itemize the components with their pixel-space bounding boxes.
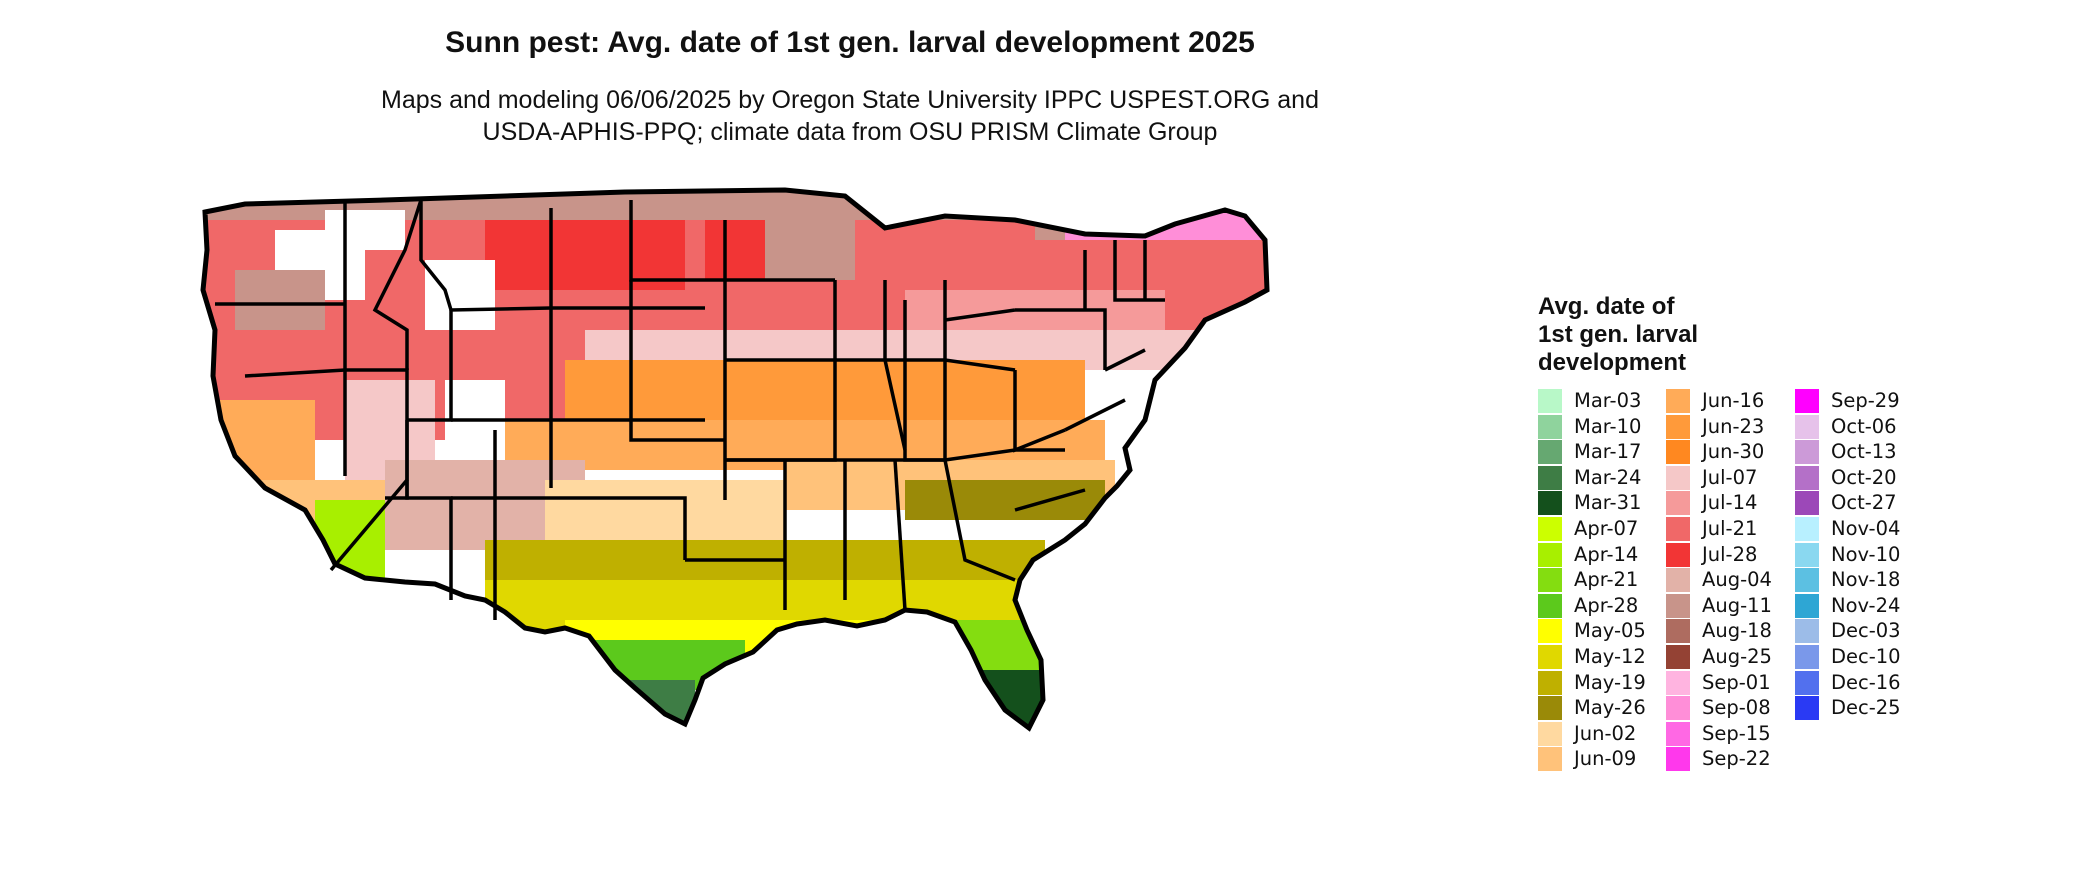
legend-label: Jun-16 — [1702, 389, 1765, 412]
legend-swatch — [1795, 696, 1819, 721]
legend-label: Oct-06 — [1831, 414, 1897, 438]
legend-title-line-1: Avg. date of — [1538, 293, 1675, 320]
phenology-color-bands — [203, 190, 1267, 728]
legend-swatch — [1795, 440, 1819, 465]
legend-label: Jul-14 — [1702, 491, 1758, 515]
legend-label: May-19 — [1574, 670, 1646, 694]
legend-swatch — [1666, 491, 1690, 516]
legend-label: Mar-03 — [1574, 389, 1642, 412]
legend-swatch — [1795, 670, 1819, 695]
legend-swatch — [1538, 747, 1562, 772]
legend-label: Jun-09 — [1574, 747, 1637, 771]
legend-label: Sep-22 — [1702, 747, 1771, 771]
legend-swatch — [1666, 568, 1690, 593]
legend-swatch — [1538, 593, 1562, 618]
legend-swatch — [1666, 389, 1690, 413]
state-boundaries — [215, 199, 1165, 620]
legend-swatch — [1538, 440, 1562, 465]
legend-title-line-3: development — [1538, 349, 1687, 376]
legend-label: Apr-28 — [1574, 593, 1639, 617]
legend-swatch — [1795, 491, 1819, 516]
legend-label: Mar-10 — [1574, 414, 1642, 438]
legend-label: Mar-31 — [1574, 491, 1642, 515]
legend-swatch — [1538, 542, 1562, 567]
legend-label: Sep-29 — [1831, 389, 1900, 412]
legend-swatch — [1538, 670, 1562, 695]
map-subtitle: Maps and modeling 06/06/2025 by Oregon S… — [0, 84, 1700, 148]
map-title: Sunn pest: Avg. date of 1st gen. larval … — [445, 26, 1255, 59]
legend-label: Oct-27 — [1831, 491, 1897, 515]
legend-label: Nov-24 — [1831, 593, 1901, 617]
legend-label: Apr-07 — [1574, 516, 1639, 540]
legend-swatch — [1666, 440, 1690, 465]
legend-label: Sep-08 — [1702, 696, 1771, 720]
legend-label: Nov-18 — [1831, 568, 1901, 592]
legend-label: Aug-04 — [1702, 568, 1772, 592]
legend-label: Mar-24 — [1574, 465, 1642, 489]
legend-label: Jul-07 — [1702, 465, 1758, 489]
legend-swatch — [1795, 389, 1819, 413]
legend-label: Jul-21 — [1702, 516, 1758, 540]
legend-label: Dec-25 — [1831, 696, 1901, 720]
legend-label: Jul-28 — [1702, 542, 1758, 566]
legend-swatch — [1538, 721, 1562, 746]
us-phenology-map — [185, 180, 1515, 892]
legend-swatch — [1666, 747, 1690, 772]
legend-swatch — [1666, 414, 1690, 439]
legend-label: Apr-14 — [1574, 542, 1639, 566]
legend-label: Aug-18 — [1702, 619, 1772, 643]
legend-swatch — [1795, 619, 1819, 644]
legend-label: Dec-10 — [1831, 644, 1901, 668]
legend-label: Sep-15 — [1702, 721, 1771, 745]
legend-swatch — [1795, 644, 1819, 669]
legend-label: May-26 — [1574, 696, 1646, 720]
legend-title: Avg. date of 1st gen. larval development — [1538, 293, 1698, 377]
legend-label: Dec-03 — [1831, 619, 1901, 643]
legend-swatch — [1538, 465, 1562, 490]
legend-swatch — [1666, 670, 1690, 695]
legend-swatch — [1538, 491, 1562, 516]
legend-title-line-2: 1st gen. larval — [1538, 321, 1699, 348]
legend-swatch — [1666, 542, 1690, 567]
legend-swatch — [1538, 516, 1562, 541]
legend-label: Jun-30 — [1702, 440, 1765, 464]
subtitle-line-1: Maps and modeling 06/06/2025 by Oregon S… — [381, 86, 1319, 114]
legend-swatch — [1795, 593, 1819, 618]
legend-swatch — [1666, 593, 1690, 618]
legend-label: Aug-11 — [1702, 593, 1772, 617]
legend-label: Oct-13 — [1831, 440, 1897, 464]
legend-swatch — [1538, 619, 1562, 644]
legend-label: Nov-10 — [1831, 542, 1901, 566]
legend-label: Jun-02 — [1574, 721, 1637, 745]
legend-swatch — [1795, 516, 1819, 541]
legend-label: Dec-16 — [1831, 670, 1901, 694]
legend-swatch — [1666, 696, 1690, 721]
subtitle-line-2: USDA-APHIS-PPQ; climate data from OSU PR… — [482, 118, 1218, 146]
legend-swatch — [1538, 389, 1562, 413]
legend-swatch — [1795, 542, 1819, 567]
legend-label: May-05 — [1574, 619, 1646, 643]
legend-swatch — [1538, 568, 1562, 593]
legend-swatch — [1666, 619, 1690, 644]
legend-label: Oct-20 — [1831, 465, 1897, 489]
legend-swatch — [1795, 414, 1819, 439]
legend-label: Sep-01 — [1702, 670, 1771, 694]
legend-swatch — [1666, 721, 1690, 746]
legend-swatch — [1795, 465, 1819, 490]
legend-label: Nov-04 — [1831, 516, 1901, 540]
legend-label: Mar-17 — [1574, 440, 1642, 464]
legend-swatch — [1795, 568, 1819, 593]
legend-swatch — [1538, 696, 1562, 721]
legend-label: Apr-21 — [1574, 568, 1639, 592]
legend-swatch — [1666, 465, 1690, 490]
legend-swatch — [1538, 414, 1562, 439]
legend-swatch — [1538, 644, 1562, 669]
legend-label: May-12 — [1574, 644, 1646, 668]
legend-swatch — [1666, 644, 1690, 669]
legend-label: Jun-23 — [1702, 414, 1765, 438]
legend-label: Aug-25 — [1702, 644, 1772, 668]
legend-swatch — [1666, 516, 1690, 541]
